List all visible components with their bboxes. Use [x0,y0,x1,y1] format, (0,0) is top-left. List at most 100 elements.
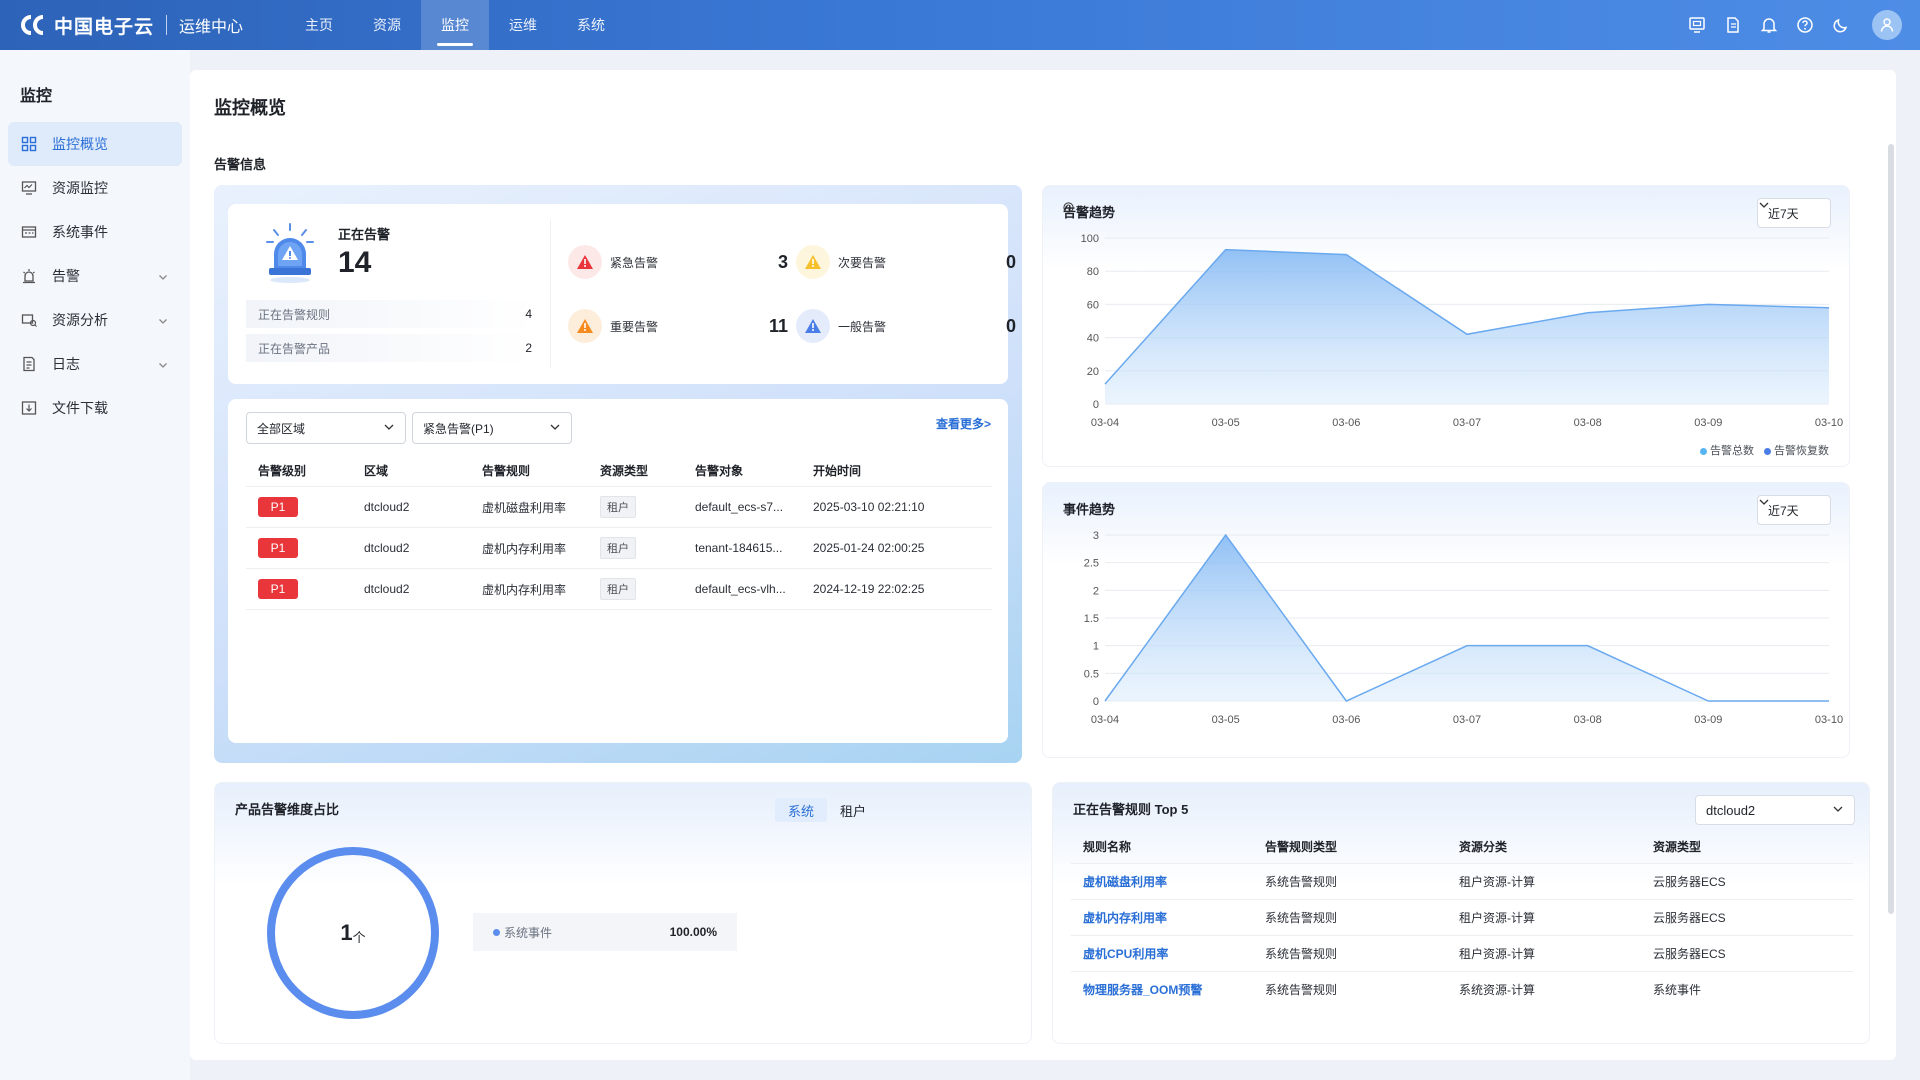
table-row[interactable]: P1 dtcloud2 虚机内存利用率 租户 default_ecs-vlh..… [246,569,992,610]
rule-name-link[interactable]: 物理服务器_OOM预警 [1083,983,1203,997]
level-normal[interactable]: 一般告警 0 [796,306,1016,346]
product-ratio-card: 产品告警维度占比 系统 租户 1 个 系统事件 100.00% [214,782,1032,1044]
ratio-tabs: 系统 租户 [775,798,879,822]
level-major[interactable]: 重要告警 11 [568,306,788,346]
stat-alarm-rules: 正在告警规则 4 [246,300,536,328]
event-y-tick-label: 0 [1093,696,1099,708]
stat-value: 2 [525,341,532,355]
alarm-icon [20,267,38,285]
screen-icon[interactable] [1686,14,1708,36]
table-header: 规则名称 告警规则类型 资源分类 资源类型 [1071,829,1853,863]
cell-rule: 虚机内存利用率 [482,582,567,597]
nav-home[interactable]: 主页 [305,17,334,33]
nav-system[interactable]: 系统 [577,17,606,33]
stat-alarm-products: 正在告警产品 2 [246,334,536,362]
cell-resource-type: 云服务器ECS [1653,875,1726,889]
cell-category: 租户资源-计算 [1459,911,1535,925]
alarm-x-tick-label: 03-09 [1694,417,1722,429]
alarm-y-tick-label: 20 [1087,366,1099,378]
cell-region: dtcloud2 [364,500,410,514]
sidebar-item-resource-monitor[interactable]: 资源监控 [8,166,182,210]
cell-target: default_ecs-vlh... [695,582,786,596]
select-value: dtcloud2 [1706,802,1756,818]
alarm-x-tick-label: 03-04 [1091,417,1119,429]
sidebar-item-file-download[interactable]: 文件下载 [8,386,182,430]
sidebar-item-alarm[interactable]: 告警 [8,254,182,298]
table-row[interactable]: P1 dtcloud2 虚机内存利用率 租户 tenant-184615... … [246,528,992,569]
chevron-down-icon [383,421,395,436]
event-y-tick-label: 1 [1093,641,1099,653]
cell-resource-type: 云服务器ECS [1653,911,1726,925]
chevron-down-icon [158,269,168,285]
level-value: 3 [777,251,788,272]
document-icon[interactable] [1722,14,1744,36]
region-select[interactable]: 全部区域 [246,412,406,444]
donut-slice-system-events [267,847,439,1019]
level-label: 次要告警 [838,255,887,270]
event-x-tick-label: 03-09 [1694,714,1722,726]
ratio-legend-row: 系统事件 100.00% [473,913,737,951]
rule-name-link[interactable]: 虚机CPU利用率 [1083,947,1169,961]
cell-region: dtcloud2 [364,582,410,596]
legend-item[interactable]: 告警总数 [1700,442,1754,458]
sidebar-item-resource-analysis[interactable]: 资源分析 [8,298,182,342]
legend-label: 告警总数 [1710,445,1754,457]
tab-tenant[interactable]: 租户 [839,803,866,819]
level-minor[interactable]: 次要告警 0 [796,242,1016,282]
level-value: 0 [1005,315,1016,336]
col-category: 资源分类 [1459,839,1508,854]
brand-divider [166,15,168,35]
sidebar-item-label: 资源监控 [52,180,108,196]
bell-icon[interactable] [1758,14,1780,36]
rules-region-select[interactable]: dtcloud2 [1695,795,1855,825]
sidebar-item-system-events[interactable]: 系统事件 [8,210,182,254]
main-panel: 监控概览 告警信息 正在告警 14 正在告警规则 4 [190,70,1896,1060]
table-row[interactable]: P1 dtcloud2 虚机磁盘利用率 租户 default_ecs-s7...… [246,487,992,528]
sidebar-item-overview[interactable]: 监控概览 [8,122,182,166]
user-avatar[interactable] [1872,10,1902,40]
nav-ops[interactable]: 运维 [509,17,538,33]
cell-rule-type: 系统告警规则 [1265,947,1338,961]
tab-system[interactable]: 系统 [775,798,827,822]
cell-target: tenant-184615... [695,541,783,555]
select-value: 全部区域 [257,421,306,436]
alarm-x-tick-label: 03-05 [1212,417,1240,429]
sidebar-item-log[interactable]: 日志 [8,342,182,386]
cell-rule-type: 系统告警规则 [1265,911,1338,925]
brand-name: 中国电子云 [54,16,155,38]
alarm-x-tick-label: 03-08 [1574,417,1602,429]
alarm-trend-chart: 0 20 40 60 80 100 03-04 03-05 03-06 03-07 03-08 03-… [1081,233,1843,429]
donut-chart: 1 个 [265,845,441,1021]
rule-name-link[interactable]: 虚机磁盘利用率 [1083,875,1168,889]
level-critical[interactable]: 紧急告警 3 [568,242,788,282]
event-y-tick-label: 3 [1093,530,1099,542]
legend-item[interactable]: 告警恢复数 [1764,442,1829,458]
card-title: 正在告警规则 Top 5 [1073,802,1189,817]
chart-title: 告警趋势 [1063,205,1116,220]
event-range-select[interactable]: 近7天 [1757,495,1831,525]
select-value: 近7天 [1768,206,1799,221]
scrollbar[interactable] [1888,144,1894,914]
select-value: 近7天 [1768,503,1799,518]
cell-category: 租户资源-计算 [1459,947,1535,961]
level-select[interactable]: 紧急告警(P1) [412,412,572,444]
col-resource-type: 资源类型 [1653,839,1702,854]
alarm-x-tick-label: 03-06 [1332,417,1360,429]
cell-rule-type: 系统告警规则 [1265,875,1338,889]
nav-resources[interactable]: 资源 [373,17,402,33]
event-trend-chart: 0 0.5 1 1.5 2 2.5 3 03-04 03-05 03-06 03-07 03-08 03… [1084,530,1843,726]
alarm-range-select[interactable]: 近7天 [1757,198,1831,228]
cell-category: 系统资源-计算 [1459,983,1535,997]
top-nav: 主页 资源 监控 运维 系统 [285,0,625,50]
select-value: 紧急告警(P1) [423,421,494,436]
help-icon[interactable] [1794,14,1816,36]
warning-triangle-icon [796,309,830,343]
alarm-bell-icon [264,222,316,284]
brand[interactable]: 中国电子云 运维中心 [0,0,243,50]
moon-icon[interactable] [1830,14,1852,36]
top-icons [1686,10,1920,40]
cell-rule: 虚机磁盘利用率 [482,500,567,515]
view-more-link[interactable]: 查看更多> [936,417,992,431]
rule-name-link[interactable]: 虚机内存利用率 [1083,911,1168,925]
nav-monitor[interactable]: 监控 [421,0,490,50]
